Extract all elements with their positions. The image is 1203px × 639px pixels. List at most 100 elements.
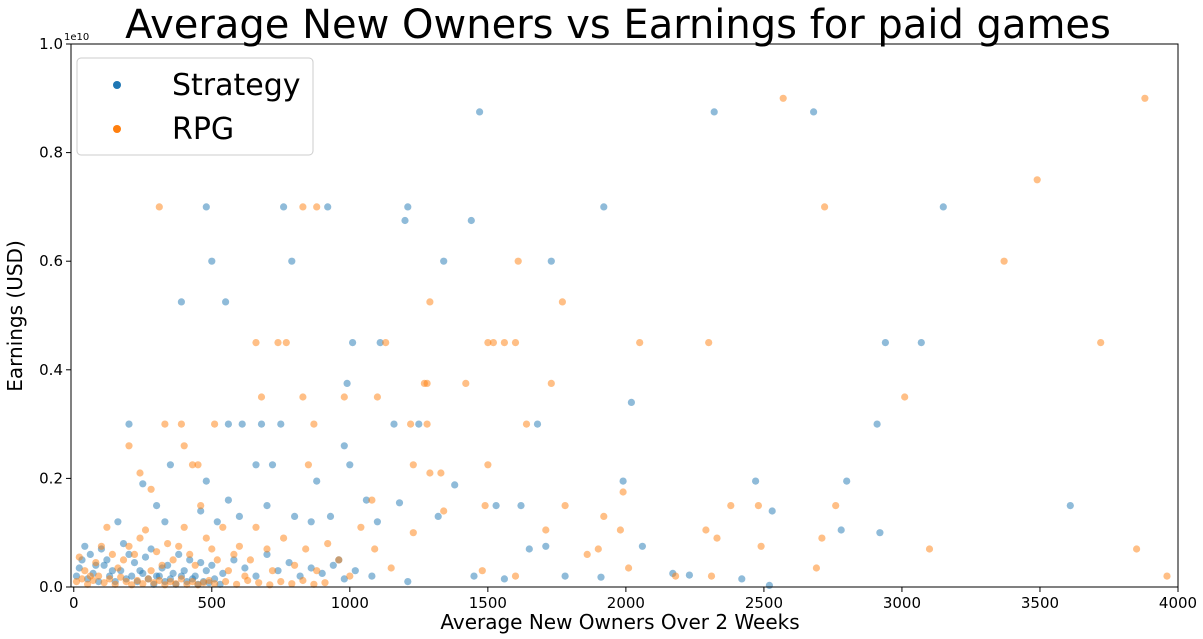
- strategy-point: [125, 420, 133, 428]
- rpg-point: [252, 523, 260, 531]
- rpg-point: [426, 469, 434, 477]
- rpg-point: [426, 298, 434, 306]
- rpg-point: [313, 203, 321, 211]
- strategy-point: [451, 481, 459, 489]
- rpg-point: [188, 461, 197, 469]
- rpg-point: [155, 203, 163, 211]
- strategy-point: [517, 502, 525, 510]
- strategy-point: [307, 564, 315, 572]
- strategy-point: [440, 257, 448, 265]
- rpg-point: [277, 578, 285, 586]
- rpg-point: [183, 580, 191, 588]
- strategy-point: [130, 559, 139, 567]
- y-tick-label: 0.0: [39, 578, 63, 596]
- strategy-point: [390, 420, 398, 428]
- rpg-point: [489, 339, 497, 347]
- rpg-point: [188, 578, 197, 586]
- rpg-point: [78, 575, 86, 583]
- legend-marker-strategy: [113, 81, 121, 89]
- rpg-point: [119, 556, 128, 564]
- rpg-point: [832, 502, 840, 510]
- rpg-point: [779, 94, 787, 102]
- strategy-point: [263, 550, 271, 559]
- strategy-point: [235, 512, 243, 521]
- strategy-point: [72, 572, 81, 580]
- rpg-point: [757, 542, 765, 550]
- strategy-point: [280, 203, 288, 211]
- strategy-point: [213, 518, 221, 526]
- strategy-point: [349, 339, 357, 347]
- rpg-point: [340, 393, 348, 401]
- rpg-point: [547, 379, 555, 387]
- strategy-point: [86, 550, 94, 559]
- rpg-point: [224, 567, 232, 575]
- strategy-point: [326, 512, 335, 521]
- rpg-point: [230, 550, 238, 559]
- strategy-point: [166, 461, 174, 469]
- strategy-point: [685, 571, 694, 579]
- strategy-point: [241, 564, 249, 572]
- series-rpg: [72, 94, 1171, 589]
- rpg-point: [191, 561, 199, 569]
- rpg-point: [117, 573, 125, 581]
- strategy-point: [597, 573, 605, 581]
- rpg-point: [175, 542, 183, 550]
- strategy-point: [768, 507, 776, 515]
- rpg-point: [130, 550, 139, 559]
- rpg-point: [213, 556, 221, 564]
- rpg-point: [252, 339, 260, 347]
- strategy-point: [373, 518, 381, 526]
- rpg-point: [672, 572, 680, 580]
- strategy-point: [202, 567, 210, 575]
- strategy-point: [638, 542, 647, 550]
- strategy-point: [202, 203, 210, 211]
- strategy-point: [100, 561, 108, 569]
- strategy-point: [224, 420, 232, 428]
- rpg-point: [169, 556, 177, 564]
- strategy-point: [470, 572, 478, 580]
- rpg-point: [727, 502, 735, 510]
- strategy-point: [202, 477, 210, 485]
- rpg-point: [462, 379, 470, 387]
- rpg-point: [141, 526, 150, 534]
- strategy-point: [208, 257, 216, 265]
- rpg-point: [1133, 545, 1141, 553]
- strategy-point: [128, 572, 136, 580]
- rpg-point: [346, 572, 354, 580]
- strategy-point: [114, 518, 122, 526]
- rpg-point: [211, 580, 219, 588]
- strategy-point: [627, 398, 636, 406]
- rpg-point: [514, 257, 522, 265]
- rpg-point: [72, 578, 81, 586]
- rpg-point: [125, 542, 133, 550]
- rpg-point: [139, 580, 147, 588]
- rpg-point: [600, 512, 608, 521]
- legend-label-strategy: Strategy: [172, 68, 301, 103]
- rpg-point: [125, 442, 133, 450]
- strategy-point: [180, 567, 188, 575]
- x-tick-label: 2500: [745, 594, 783, 612]
- strategy-point: [876, 529, 884, 537]
- strategy-point: [208, 561, 216, 569]
- rpg-point: [257, 393, 266, 401]
- rpg-point: [202, 534, 210, 542]
- strategy-point: [492, 502, 500, 510]
- rpg-point: [812, 564, 821, 572]
- rpg-point: [310, 580, 318, 588]
- rpg-point: [583, 550, 591, 559]
- strategy-point: [285, 559, 293, 567]
- strategy-point: [476, 108, 484, 116]
- rpg-point: [97, 542, 105, 550]
- rpg-point: [147, 485, 155, 493]
- strategy-point: [175, 550, 183, 559]
- rpg-point: [180, 442, 188, 450]
- rpg-point: [437, 469, 445, 477]
- strategy-point: [224, 496, 232, 504]
- strategy-point: [108, 567, 116, 575]
- rpg-point: [291, 561, 299, 569]
- strategy-point: [619, 477, 627, 485]
- strategy-point: [161, 518, 169, 526]
- strategy-point: [141, 553, 150, 561]
- rpg-point: [713, 534, 721, 542]
- rpg-point: [81, 567, 89, 575]
